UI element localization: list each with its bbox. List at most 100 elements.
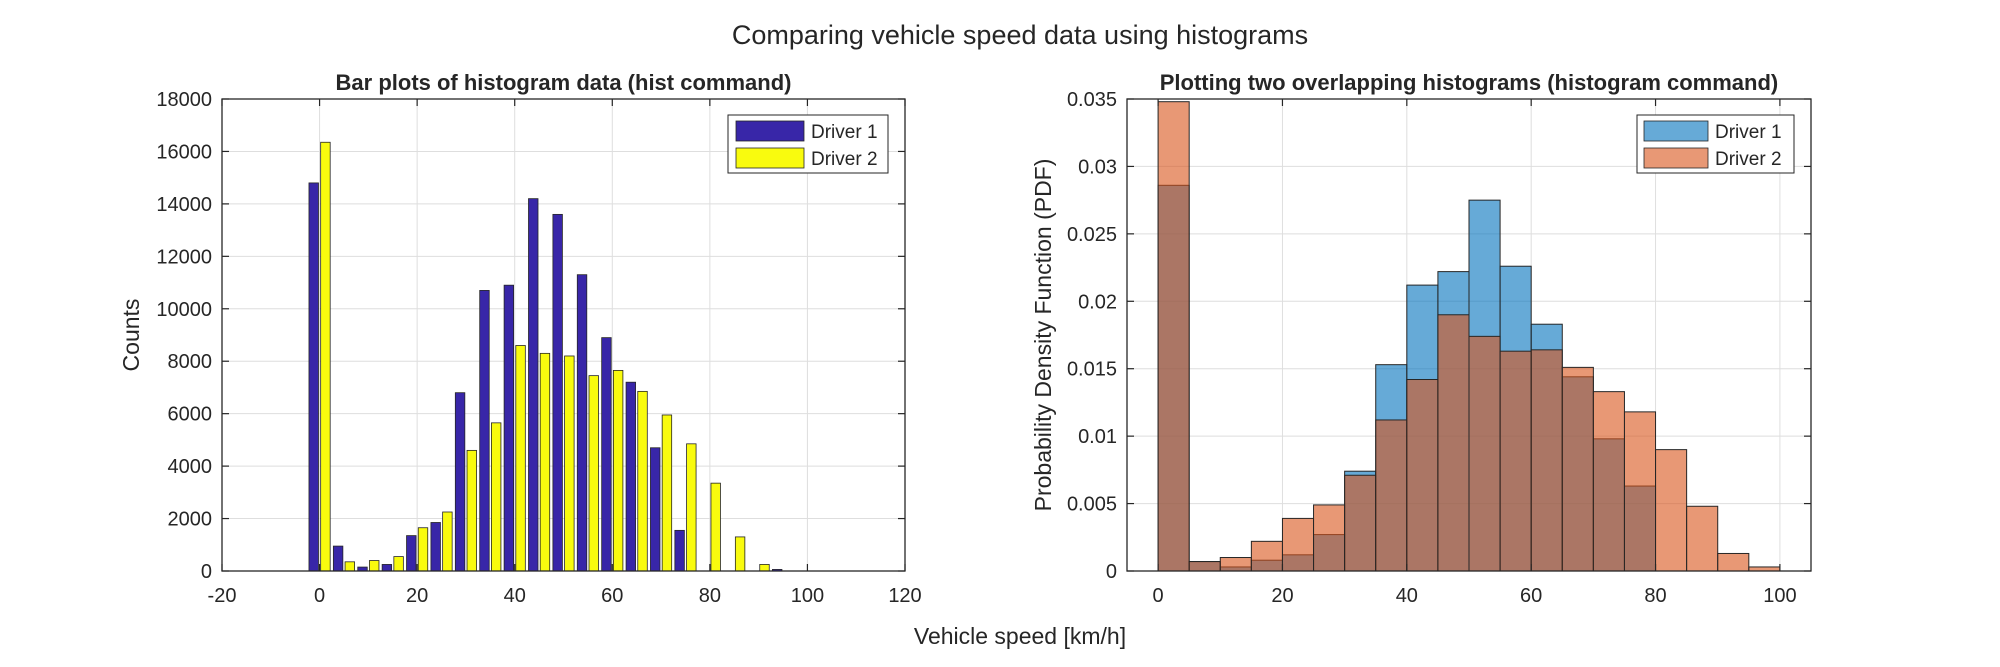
right-hist-bar-driver-2 bbox=[1623, 411, 1657, 572]
left-bar-driver-1 bbox=[576, 274, 588, 572]
left-legend-label-driver-1: Driver 1 bbox=[811, 122, 878, 143]
right-hist-bar-driver-2 bbox=[1250, 540, 1283, 572]
left-bar-driver-1 bbox=[308, 182, 319, 572]
right-x-tick-label: 0 bbox=[1153, 585, 1164, 607]
left-bar-driver-1 bbox=[332, 545, 344, 572]
left-x-tick-label: 120 bbox=[888, 585, 921, 607]
right-hist-bar-driver-2 bbox=[1499, 350, 1532, 572]
right-y-tick-label: 0.02 bbox=[1078, 291, 1117, 313]
right-legend-label-driver-1: Driver 1 bbox=[1715, 122, 1782, 143]
left-bar-driver-2 bbox=[564, 355, 575, 572]
left-x-tick-label: 60 bbox=[601, 585, 623, 607]
right-y-tick-label: 0.035 bbox=[1067, 89, 1117, 111]
left-bar-driver-2 bbox=[734, 536, 746, 572]
right-y-tick-label: 0.005 bbox=[1067, 494, 1117, 516]
left-x-tick-label: 40 bbox=[504, 585, 526, 607]
left-bar-driver-1 bbox=[650, 447, 661, 572]
right-axes-box bbox=[1126, 98, 1812, 572]
left-bar-driver-2 bbox=[686, 443, 697, 572]
left-bar-driver-1 bbox=[479, 290, 490, 572]
left-y-tick-label: 16000 bbox=[156, 141, 212, 163]
right-x-tick-label: 40 bbox=[1396, 585, 1418, 607]
figure-xlabel: Vehicle speed [km/h] bbox=[914, 623, 1126, 649]
left-y-tick-label: 18000 bbox=[156, 89, 212, 111]
left-bar-driver-2 bbox=[637, 390, 648, 572]
left-bar-driver-2 bbox=[344, 561, 355, 572]
left-bar-driver-2 bbox=[466, 449, 477, 572]
left-bar-driver-2 bbox=[588, 375, 599, 572]
left-tick-labels: -20 0 20 40 60 80 100 1200200040006000800010000… bbox=[156, 89, 921, 607]
right-legend-swatch-driver-1 bbox=[1643, 120, 1709, 142]
left-x-tick-label: 0 bbox=[314, 585, 325, 607]
right-hist-bar-driver-2 bbox=[1219, 557, 1252, 572]
left-y-tick-label: 0 bbox=[201, 561, 212, 583]
left-chart-title: Bar plots of histogram data (hist comman… bbox=[336, 70, 792, 95]
left-bar-driver-1 bbox=[430, 522, 441, 572]
left-bar-driver-1 bbox=[381, 564, 393, 572]
left-y-axis-label: Counts bbox=[118, 299, 144, 372]
right-hist-bar-driver-2 bbox=[1157, 101, 1190, 572]
figure-suptitle: Comparing vehicle speed data using histo… bbox=[732, 20, 1308, 50]
right-y-tick-label: 0.03 bbox=[1078, 156, 1117, 178]
left-x-tick-label: 20 bbox=[406, 585, 428, 607]
right-x-tick-label: 60 bbox=[1520, 585, 1542, 607]
left-legend: Driver 1 Driver 2 bbox=[727, 114, 889, 174]
left-bar-driver-2 bbox=[612, 369, 624, 572]
right-legend: Driver 1 Driver 2 bbox=[1636, 114, 1795, 174]
right-legend-label-driver-2: Driver 2 bbox=[1715, 149, 1782, 170]
right-y-axis-label: Probability Density Function (PDF) bbox=[1030, 159, 1056, 512]
left-bar-driver-2 bbox=[393, 556, 404, 572]
right-bars bbox=[1157, 101, 1781, 572]
left-bar-driver-1 bbox=[528, 198, 539, 572]
left-y-tick-label: 2000 bbox=[168, 509, 213, 531]
left-bar-driver-2 bbox=[515, 345, 526, 572]
right-hist-bar-driver-2 bbox=[1592, 391, 1625, 572]
right-tick-labels: 0 20 40 60 80 100 0 0.005 0.01 0.015 0.02 0.025 0.03… bbox=[1067, 89, 1811, 607]
left-bar-driver-2 bbox=[710, 482, 721, 572]
right-chart-title: Plotting two overlapping histograms (his… bbox=[1160, 70, 1778, 95]
left-x-tick-label: -20 bbox=[208, 585, 237, 607]
left-bar-driver-2 bbox=[491, 422, 502, 572]
left-y-tick-label: 14000 bbox=[156, 194, 212, 216]
left-bar-driver-2 bbox=[369, 560, 380, 572]
left-bar-driver-1 bbox=[454, 392, 466, 572]
left-axes-box bbox=[221, 98, 906, 572]
right-y-tick-label: 0.01 bbox=[1078, 426, 1117, 448]
right-hist-bar-driver-2 bbox=[1375, 419, 1408, 572]
right-hist-bar-driver-2 bbox=[1686, 505, 1719, 572]
right-x-tick-label: 80 bbox=[1644, 585, 1666, 607]
left-bar-driver-2 bbox=[539, 352, 551, 572]
left-bar-driver-2 bbox=[320, 141, 331, 572]
left-bar-driver-1 bbox=[674, 529, 685, 572]
overlapping-histogram-chart: 0 20 40 60 80 100 0 0.005 0.01 0.015 0.02 0.025 0.03… bbox=[1030, 70, 1812, 607]
right-hist-bar-driver-2 bbox=[1717, 552, 1750, 572]
right-hist-bar-driver-2 bbox=[1655, 449, 1688, 572]
left-bar-driver-2 bbox=[417, 527, 429, 572]
right-hist-bar-driver-2 bbox=[1437, 314, 1470, 572]
right-y-tick-label: 0 bbox=[1106, 561, 1117, 583]
right-legend-swatch-driver-2 bbox=[1643, 147, 1709, 169]
left-bar-driver-1 bbox=[503, 284, 515, 572]
right-y-tick-label: 0.025 bbox=[1067, 224, 1117, 246]
right-hist-bar-driver-2 bbox=[1188, 561, 1221, 572]
left-legend-label-driver-2: Driver 2 bbox=[811, 149, 878, 170]
left-bar-driver-2 bbox=[661, 414, 673, 572]
left-y-tick-label: 10000 bbox=[156, 299, 212, 321]
left-y-tick-label: 8000 bbox=[168, 351, 213, 373]
left-x-tick-label: 100 bbox=[791, 585, 824, 607]
bar-chart-hist: -20 0 20 40 60 80 100 1200200040006000800010000… bbox=[118, 70, 922, 607]
right-hist-bar-driver-2 bbox=[1344, 474, 1377, 572]
left-bar-driver-1 bbox=[406, 535, 417, 572]
right-x-tick-label: 100 bbox=[1763, 585, 1796, 607]
left-y-tick-label: 4000 bbox=[168, 456, 213, 478]
right-hist-bar-driver-2 bbox=[1281, 517, 1315, 572]
left-legend-swatch-driver-1 bbox=[735, 120, 805, 142]
right-hist-bar-driver-2 bbox=[1468, 335, 1501, 572]
left-bar-driver-2 bbox=[759, 564, 770, 572]
right-x-tick-label: 20 bbox=[1271, 585, 1293, 607]
left-bar-driver-1 bbox=[625, 381, 636, 572]
left-bar-driver-1 bbox=[601, 337, 612, 572]
left-y-tick-label: 6000 bbox=[168, 404, 213, 426]
left-bar-driver-2 bbox=[442, 511, 453, 572]
